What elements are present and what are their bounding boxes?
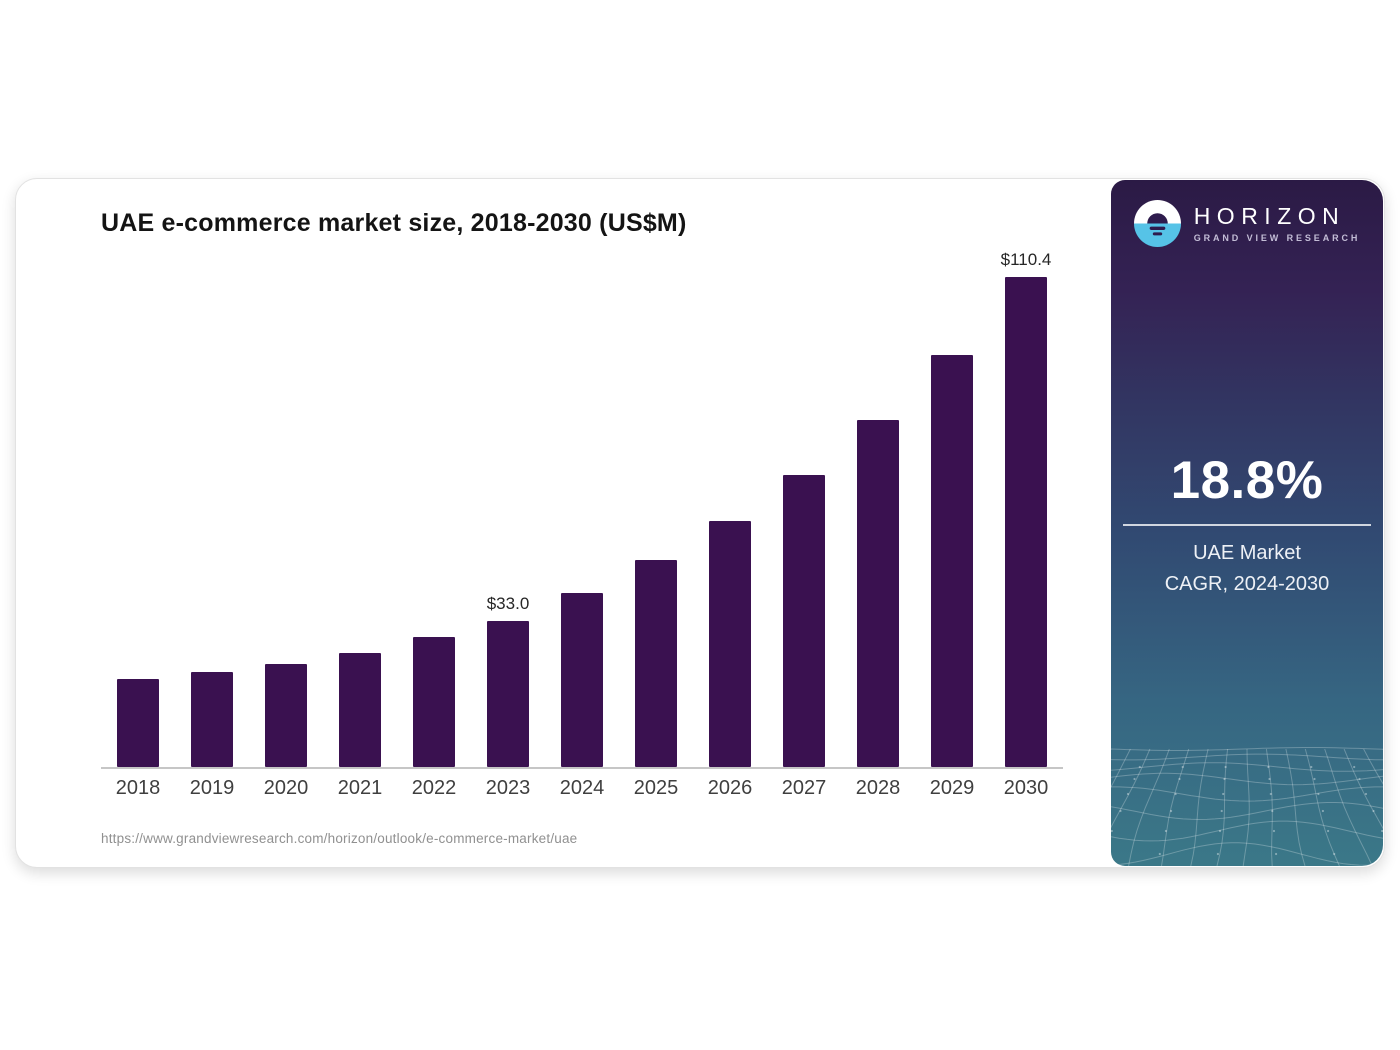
bar-column-2026 bbox=[693, 279, 767, 767]
bar-2020 bbox=[265, 664, 307, 767]
bar-2028 bbox=[857, 419, 899, 767]
bar-2022 bbox=[413, 636, 455, 767]
bar-2030 bbox=[1005, 277, 1047, 767]
bar-column-2028 bbox=[841, 279, 915, 767]
bar-2019 bbox=[191, 671, 233, 767]
bar-column-2023: $33.0 bbox=[471, 279, 545, 767]
stat-divider bbox=[1123, 524, 1371, 527]
x-axis-label-2028: 2028 bbox=[855, 777, 901, 799]
x-axis-label-2021: 2021 bbox=[337, 777, 383, 799]
bar-2021 bbox=[339, 652, 381, 767]
horizon-sunset-logo-icon bbox=[1133, 200, 1181, 247]
x-axis-label-2029: 2029 bbox=[929, 777, 975, 799]
bar-column-2019 bbox=[175, 279, 249, 767]
bar-column-2024 bbox=[545, 279, 619, 767]
bar-2029 bbox=[931, 354, 973, 767]
bar-value-label-2023: $33.0 bbox=[486, 593, 530, 613]
bar-column-2029 bbox=[915, 279, 989, 767]
bar-value-label-2030: $110.4 bbox=[1000, 250, 1052, 269]
brand-wordmark: HORIZON GRAND VIEW RESEARCH bbox=[1193, 203, 1361, 243]
x-axis-label-2020: 2020 bbox=[263, 777, 309, 799]
bar-2023 bbox=[487, 620, 529, 767]
chart-section: UAE e-commerce market size, 2018-2030 (U… bbox=[101, 179, 1063, 867]
x-axis-label-2025: 2025 bbox=[633, 777, 679, 799]
bar-2027 bbox=[783, 474, 825, 767]
cagr-value: 18.8% bbox=[1170, 451, 1324, 510]
brand-subtitle: GRAND VIEW RESEARCH bbox=[1193, 232, 1361, 243]
x-axis-label-2027: 2027 bbox=[781, 777, 827, 799]
brand-panel: HORIZON GRAND VIEW RESEARCH 18.8% UAE Ma… bbox=[1111, 180, 1383, 866]
bar-column-2025 bbox=[619, 279, 693, 767]
infographic-card: UAE e-commerce market size, 2018-2030 (U… bbox=[15, 178, 1385, 868]
brand-logo: HORIZON GRAND VIEW RESEARCH bbox=[1111, 200, 1383, 247]
bar-column-2018 bbox=[101, 279, 175, 767]
bar-column-2022 bbox=[397, 279, 471, 767]
bar-column-2020 bbox=[249, 279, 323, 767]
x-axis-label-2023: 2023 bbox=[485, 777, 531, 799]
x-axis-labels: 2018 2019 2020 2021 2022 2023 2024 2025 2026 2027… bbox=[101, 777, 1063, 800]
x-axis-label-2019: 2019 bbox=[189, 777, 235, 799]
bar-column-2021 bbox=[323, 279, 397, 767]
cagr-label-line1: UAE Market bbox=[1193, 542, 1301, 565]
x-axis-label-2030: 2030 bbox=[1003, 777, 1049, 799]
bar-2025 bbox=[635, 559, 677, 767]
mesh-pattern bbox=[1111, 744, 1383, 866]
x-axis-label-2018: 2018 bbox=[115, 777, 161, 799]
bar-column-2027 bbox=[767, 279, 841, 767]
source-url-link[interactable]: https://www.grandviewresearch.com/horizo… bbox=[101, 831, 578, 846]
bar-2026 bbox=[709, 521, 751, 767]
x-axis-label-2022: 2022 bbox=[411, 777, 457, 799]
plot-area: $33.0 $110.4 bbox=[101, 250, 1063, 769]
brand-name: HORIZON bbox=[1193, 203, 1346, 230]
bar-2018 bbox=[117, 678, 159, 767]
cagr-label-line2: CAGR, 2024-2030 bbox=[1164, 573, 1330, 596]
cagr-stat-block: 18.8% UAE Market CAGR, 2024-2030 bbox=[1111, 451, 1383, 600]
x-axis-label-2026: 2026 bbox=[707, 777, 753, 799]
x-axis-label-2024: 2024 bbox=[559, 777, 605, 799]
bar-column-2030: $110.4 bbox=[989, 250, 1063, 767]
chart-title: UAE e-commerce market size, 2018-2030 (U… bbox=[101, 209, 687, 237]
bar-2024 bbox=[561, 592, 603, 767]
